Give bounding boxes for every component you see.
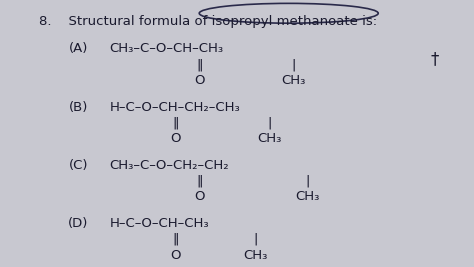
Text: (A): (A)	[69, 42, 89, 56]
Text: |: |	[291, 58, 296, 71]
Text: †: †	[430, 50, 439, 69]
Text: |: |	[254, 233, 258, 246]
Text: ‖: ‖	[196, 175, 202, 187]
Text: CH₃: CH₃	[244, 249, 268, 262]
Text: O: O	[194, 74, 204, 87]
Text: CH₃: CH₃	[295, 190, 320, 203]
Text: ‖: ‖	[173, 116, 179, 129]
Text: (B): (B)	[69, 101, 89, 113]
Text: |: |	[305, 175, 310, 187]
Text: H–C–O–CH–CH₃: H–C–O–CH–CH₃	[110, 217, 210, 230]
Text: CH₃: CH₃	[258, 132, 282, 145]
Text: H–C–O–CH–CH₂–CH₃: H–C–O–CH–CH₂–CH₃	[110, 101, 240, 113]
Text: CH₃: CH₃	[281, 74, 306, 87]
Text: |: |	[268, 116, 272, 129]
Text: O: O	[171, 249, 181, 262]
Text: O: O	[171, 132, 181, 145]
Text: ‖: ‖	[173, 233, 179, 246]
Text: (D): (D)	[68, 217, 89, 230]
Text: 8.    Structural formula of isopropyl methanoate is:: 8. Structural formula of isopropyl metha…	[39, 15, 377, 28]
Text: (C): (C)	[69, 159, 89, 172]
Text: ‖: ‖	[196, 58, 202, 71]
Text: CH₃–C–O–CH–CH₃: CH₃–C–O–CH–CH₃	[110, 42, 224, 56]
Text: O: O	[194, 190, 204, 203]
Text: CH₃–C–O–CH₂–CH₂: CH₃–C–O–CH₂–CH₂	[110, 159, 229, 172]
